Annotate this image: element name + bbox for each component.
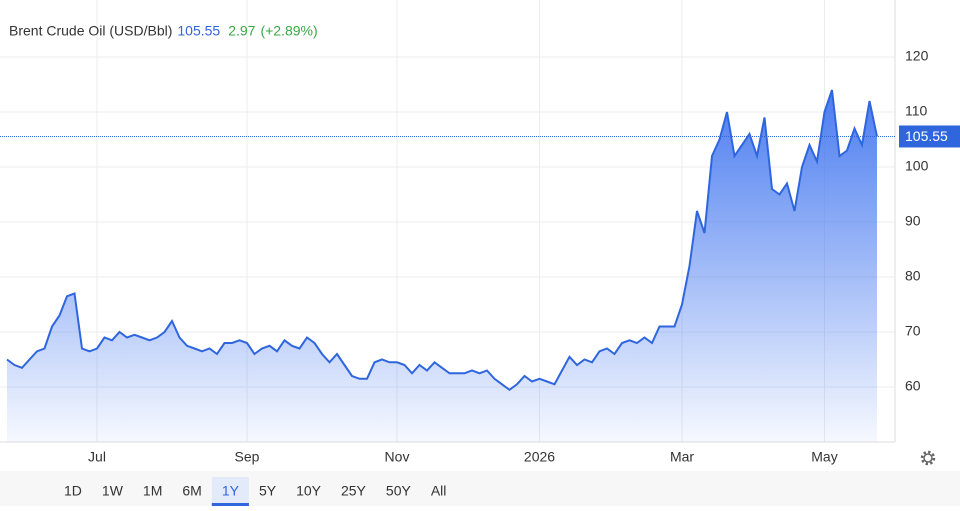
y-tick-label: 100: [905, 158, 929, 174]
area: [7, 90, 877, 442]
y-tick-label: 90: [905, 213, 921, 229]
price-label: 105.55: [905, 128, 948, 144]
range-button[interactable]: 6M: [182, 483, 201, 499]
range-button[interactable]: 1W: [102, 483, 124, 499]
header-change-pct: (+2.89%): [260, 23, 317, 39]
range-button[interactable]: 1Y: [222, 483, 240, 499]
line: [6, 89, 878, 392]
range-button[interactable]: 5Y: [259, 483, 277, 499]
y-tick-label: 110: [905, 103, 928, 119]
x-tick-label: Sep: [235, 449, 260, 465]
selected-underline: [211, 503, 249, 506]
price-label-box: [899, 125, 960, 148]
range-button[interactable]: 10Y: [296, 483, 322, 499]
range-bar: [0, 471, 960, 506]
settings-icon[interactable]: [920, 450, 936, 466]
range-button[interactable]: 1M: [143, 483, 162, 499]
y-tick-label: 60: [905, 378, 921, 394]
range-button[interactable]: All: [431, 483, 447, 499]
x-tick-label: Nov: [385, 449, 410, 465]
x-tick-label: Mar: [670, 449, 694, 465]
range-button[interactable]: 1D: [64, 483, 82, 499]
range-button[interactable]: 25Y: [341, 483, 367, 499]
header-price: 105.55: [177, 23, 220, 39]
y-tick-label: 120: [905, 48, 929, 64]
header-change: 2.97: [228, 23, 255, 39]
y-tick-label: 70: [905, 323, 921, 339]
y-tick-label: 80: [905, 268, 921, 284]
x-tick-label: Jul: [88, 449, 106, 465]
range-button[interactable]: 50Y: [386, 483, 412, 499]
selected-range: [211, 477, 249, 505]
chart-title: Brent Crude Oil (USD/Bbl): [9, 23, 172, 39]
x-tick-label: 2026: [524, 449, 555, 465]
x-tick-label: May: [811, 449, 837, 465]
